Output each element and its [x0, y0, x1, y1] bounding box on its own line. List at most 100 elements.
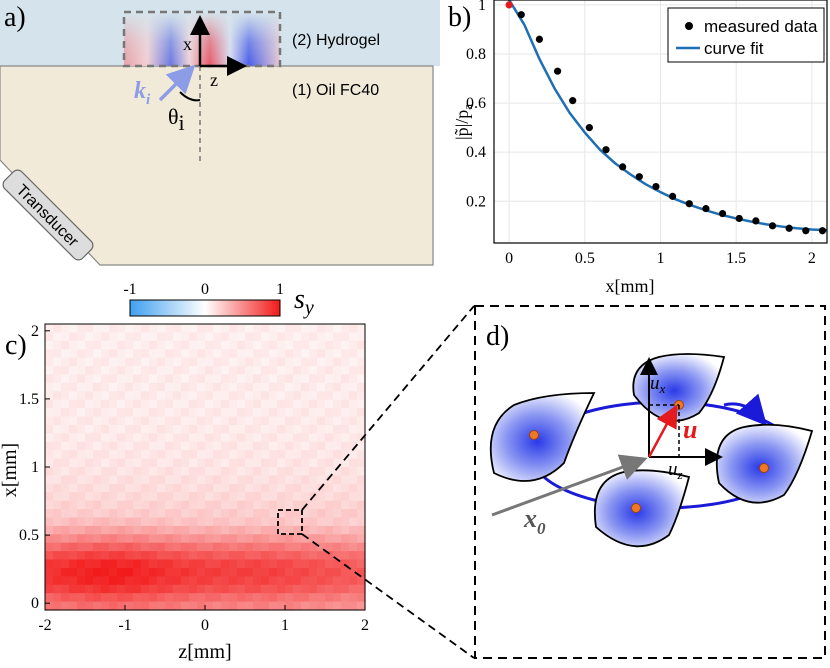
panel-c-xtick-label: 2 — [361, 617, 369, 634]
heatmap-cell — [253, 559, 262, 569]
heatmap-cell — [189, 424, 198, 434]
heatmap-cell — [245, 450, 254, 460]
heatmap-cell — [245, 509, 254, 519]
heatmap-cell — [125, 559, 134, 569]
heatmap-cell — [301, 391, 310, 401]
measured-data-point — [635, 173, 643, 181]
heatmap-cell — [93, 475, 102, 485]
panel-b-legend: measured data curve fit — [667, 7, 825, 63]
heatmap-cell — [85, 500, 94, 510]
heatmap-cell — [61, 357, 70, 367]
heatmap-cell — [349, 416, 358, 426]
heatmap-cell — [277, 593, 286, 603]
heatmap-cell — [149, 525, 158, 535]
heatmap-cell — [133, 584, 142, 594]
heatmap-cell — [101, 483, 110, 493]
heatmap-cell — [229, 483, 238, 493]
heatmap-cell — [301, 433, 310, 443]
heatmap-cell — [181, 408, 190, 418]
heatmap-cell — [181, 509, 190, 519]
heatmap-cell — [261, 374, 270, 384]
heatmap-cell — [357, 593, 366, 603]
heatmap-cell — [229, 525, 238, 535]
heatmap-cell — [349, 567, 358, 577]
heatmap-cell — [61, 492, 70, 502]
heatmap-cell — [45, 357, 54, 367]
heatmap-cell — [149, 441, 158, 451]
heatmap-cell — [141, 458, 150, 468]
heatmap-cell — [157, 567, 166, 577]
heatmap-cell — [293, 408, 302, 418]
heatmap-cell — [349, 382, 358, 392]
heatmap-cell — [181, 542, 190, 552]
heatmap-cell — [189, 340, 198, 350]
heatmap-cell — [85, 483, 94, 493]
heatmap-cell — [301, 517, 310, 527]
heatmap-cell — [261, 509, 270, 519]
heatmap-cell — [181, 559, 190, 569]
heatmap-cell — [221, 492, 230, 502]
heatmap-cell — [133, 475, 142, 485]
heatmap-cell — [229, 374, 238, 384]
heatmap-cell — [69, 424, 78, 434]
heatmap-cell — [93, 567, 102, 577]
heatmap-cell — [45, 509, 54, 519]
heatmap-cell — [133, 349, 142, 359]
heatmap-cell — [325, 542, 334, 552]
heatmap-cell — [117, 593, 126, 603]
heatmap-cell — [189, 551, 198, 561]
heatmap-cell — [125, 458, 134, 468]
heatmap-cell — [221, 416, 230, 426]
heatmap-cell — [141, 433, 150, 443]
panel-b-xtick-label: 1 — [657, 250, 665, 267]
panel-b-ytick-label: 0.2 — [466, 193, 486, 210]
heatmap-cell — [349, 349, 358, 359]
measured-data-point — [785, 224, 793, 232]
heatmap-cell — [189, 399, 198, 409]
heatmap-cell — [133, 424, 142, 434]
heatmap-cell — [229, 551, 238, 561]
heatmap-cell — [325, 509, 334, 519]
heatmap-cell — [181, 500, 190, 510]
heatmap-cell — [61, 509, 70, 519]
heatmap-cell — [205, 492, 214, 502]
heatmap-cell — [157, 357, 166, 367]
heatmap-cell — [261, 366, 270, 376]
heatmap-cell — [69, 399, 78, 409]
heatmap-cell — [213, 576, 222, 586]
heatmap-cell — [53, 433, 62, 443]
heatmap-cell — [109, 584, 118, 594]
heatmap-cell — [229, 332, 238, 342]
ux-label: ux — [650, 373, 666, 396]
heatmap-cell — [269, 601, 278, 611]
heatmap-cell — [221, 382, 230, 392]
heatmap-cell — [237, 399, 246, 409]
heatmap-cell — [269, 483, 278, 493]
heatmap-cell — [277, 551, 286, 561]
heatmap-cell — [189, 567, 198, 577]
heatmap-cell — [85, 467, 94, 477]
heatmap-cell — [349, 593, 358, 603]
heatmap-cell — [333, 391, 342, 401]
heatmap-cell — [85, 601, 94, 611]
heatmap-cell — [77, 433, 86, 443]
heatmap-cell — [109, 357, 118, 367]
particle-left — [489, 392, 596, 482]
heatmap-cell — [165, 374, 174, 384]
heatmap-cell — [85, 559, 94, 569]
heatmap-cell — [205, 551, 214, 561]
heatmap-cell — [189, 324, 198, 334]
heatmap-cell — [173, 433, 182, 443]
heatmap-cell — [277, 534, 286, 544]
heatmap-cell — [341, 517, 350, 527]
panel-b-xtick-label: 2 — [808, 250, 816, 267]
heatmap-cell — [93, 357, 102, 367]
heatmap-cell — [77, 349, 86, 359]
heatmap-cell — [61, 340, 70, 350]
heatmap-cell — [93, 525, 102, 535]
heatmap-cell — [213, 559, 222, 569]
heatmap-cell — [53, 509, 62, 519]
heatmap-cell — [301, 357, 310, 367]
heatmap-cell — [245, 475, 254, 485]
heatmap-cell — [117, 584, 126, 594]
